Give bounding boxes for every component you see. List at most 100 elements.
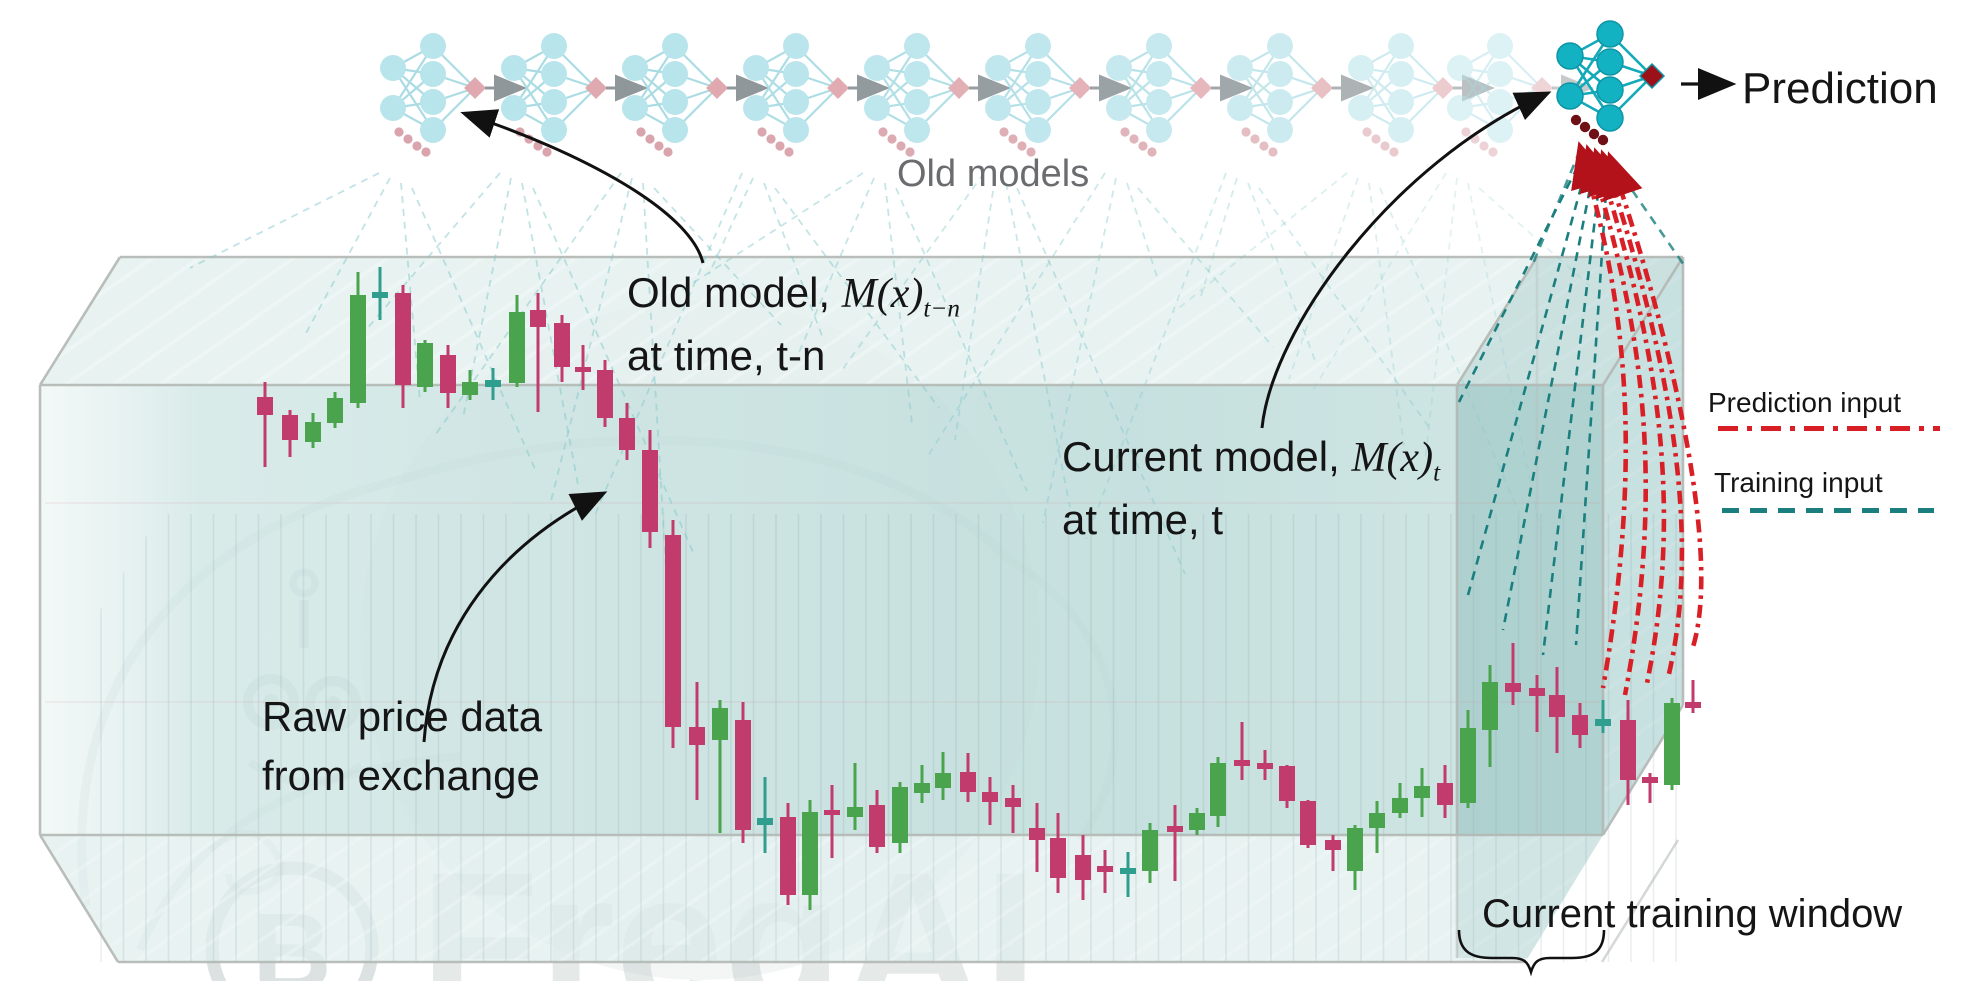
prediction-label: Prediction bbox=[1742, 64, 1938, 113]
candle bbox=[1210, 763, 1226, 816]
old-models-label: Old models bbox=[897, 153, 1090, 195]
candle bbox=[1097, 866, 1113, 872]
candle bbox=[1572, 715, 1588, 735]
candle bbox=[824, 810, 840, 815]
old-model-network bbox=[378, 31, 488, 158]
candle bbox=[1460, 728, 1476, 803]
old-training-input-lines bbox=[189, 172, 1591, 575]
candle bbox=[1529, 688, 1545, 696]
candle bbox=[305, 422, 321, 442]
candle bbox=[554, 323, 570, 367]
candle bbox=[1300, 801, 1316, 845]
candle bbox=[689, 727, 705, 745]
candle bbox=[869, 805, 885, 847]
old-model-network bbox=[1346, 31, 1456, 158]
candle bbox=[1325, 840, 1341, 850]
candle bbox=[1120, 868, 1136, 874]
candle bbox=[1392, 798, 1408, 813]
candle bbox=[1257, 763, 1273, 769]
candle bbox=[1050, 838, 1066, 878]
training-window-brace bbox=[1457, 929, 1606, 977]
candle bbox=[1029, 828, 1045, 840]
candle bbox=[1167, 826, 1183, 832]
candle bbox=[1437, 783, 1453, 805]
training-window-front-face bbox=[1457, 385, 1603, 835]
candle bbox=[1075, 855, 1091, 880]
old-model-label: Old model, M(x)t−n at time, t-n bbox=[627, 269, 960, 379]
candle bbox=[780, 817, 796, 895]
candle bbox=[462, 382, 478, 395]
old-model-math: M(x)t−n bbox=[841, 271, 960, 323]
old-model-network bbox=[983, 31, 1093, 158]
candle bbox=[847, 807, 863, 817]
raw-price-arrow bbox=[422, 491, 608, 743]
candle bbox=[665, 535, 681, 727]
candle bbox=[712, 708, 728, 740]
candle bbox=[1595, 719, 1611, 726]
candle bbox=[575, 367, 591, 372]
data-box-3d bbox=[38, 255, 1685, 964]
candle bbox=[1642, 777, 1658, 783]
candle bbox=[1347, 828, 1363, 871]
old-model-network bbox=[1104, 31, 1214, 158]
model-chain bbox=[378, 19, 1666, 158]
candle bbox=[509, 312, 525, 383]
candle bbox=[935, 773, 951, 788]
candle bbox=[1189, 813, 1205, 830]
candle bbox=[642, 450, 658, 532]
current-model-network bbox=[1555, 19, 1666, 147]
candle bbox=[530, 310, 546, 327]
candle bbox=[982, 792, 998, 802]
candle bbox=[1505, 683, 1521, 692]
candle bbox=[1234, 760, 1250, 766]
candle bbox=[619, 418, 635, 450]
training-window-top-face bbox=[1457, 257, 1683, 385]
old-model-network bbox=[620, 31, 730, 158]
current-model-arrow bbox=[1260, 91, 1552, 429]
candle bbox=[417, 343, 433, 387]
candle bbox=[1005, 798, 1021, 807]
candle bbox=[914, 783, 930, 793]
candle bbox=[1620, 720, 1636, 780]
candle bbox=[1279, 766, 1295, 801]
candle bbox=[597, 370, 613, 418]
candle bbox=[1142, 830, 1158, 871]
legend-training-input-label: Training input bbox=[1714, 467, 1883, 498]
candlestick-chart bbox=[257, 267, 1701, 910]
candle bbox=[1685, 702, 1701, 708]
raw-price-label: Raw price data from exchange bbox=[262, 693, 543, 799]
legend-prediction-input-label: Prediction input bbox=[1708, 387, 1902, 418]
candle bbox=[282, 415, 298, 440]
old-model-network bbox=[1225, 31, 1335, 158]
candle bbox=[350, 295, 366, 403]
candle bbox=[1549, 695, 1565, 717]
candle bbox=[1414, 786, 1430, 798]
current-model-math: M(x)t bbox=[1351, 435, 1441, 487]
candle bbox=[735, 720, 751, 830]
candle bbox=[440, 355, 456, 393]
candle bbox=[757, 818, 773, 825]
old-model-arrow bbox=[460, 109, 705, 264]
candle bbox=[1664, 703, 1680, 785]
old-model-network bbox=[499, 31, 609, 158]
candle bbox=[327, 398, 343, 423]
annotation-arrows bbox=[422, 91, 1552, 743]
candle bbox=[257, 397, 273, 415]
old-model-network bbox=[741, 31, 851, 158]
old-model-network bbox=[862, 31, 972, 158]
candle bbox=[395, 293, 411, 385]
candle bbox=[802, 812, 818, 895]
training-window-label: Current training window bbox=[1482, 892, 1903, 936]
legend-training-input-swatch bbox=[1722, 508, 1934, 513]
candle bbox=[1369, 813, 1385, 828]
candle bbox=[1482, 682, 1498, 730]
candle bbox=[960, 772, 976, 792]
candle bbox=[892, 787, 908, 843]
legend-prediction-input-swatch bbox=[1718, 426, 1940, 431]
candle bbox=[372, 292, 388, 298]
prediction-input-curves bbox=[1571, 141, 1704, 696]
old-model-network bbox=[1445, 31, 1555, 158]
candle bbox=[485, 380, 501, 387]
